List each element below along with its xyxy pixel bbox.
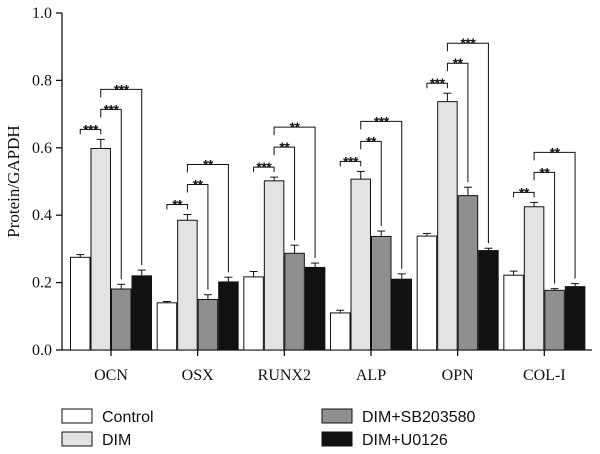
y-tick-label: 0.8: [32, 72, 52, 89]
significance-bracket: [186, 164, 229, 273]
bar: [243, 276, 264, 351]
significance-label: ***: [430, 75, 446, 91]
x-tick-label: OSX: [182, 367, 214, 384]
bar: [197, 298, 219, 351]
significance-label: ***: [256, 159, 272, 175]
bar: [350, 178, 371, 351]
y-tick-label: 1.0: [32, 5, 52, 22]
significance-label: ***: [114, 81, 130, 97]
significance-bracket: [100, 88, 143, 266]
significance-label: **: [279, 139, 290, 155]
significance-label: ***: [343, 153, 359, 169]
significance-bracket: [446, 42, 489, 244]
significance-bracket: [426, 82, 448, 89]
significance-label: **: [203, 157, 214, 173]
legend-swatch: [321, 431, 353, 447]
bar: [544, 289, 565, 351]
significance-label: **: [539, 164, 550, 180]
bar: [111, 288, 132, 351]
legend-label: Control: [102, 409, 154, 426]
bar: [478, 250, 499, 351]
bar: [371, 235, 392, 351]
legend-swatch: [61, 431, 93, 447]
x-tick-label: RUNX2: [258, 367, 311, 384]
bar: [70, 256, 91, 351]
x-tick-label: COL-I: [523, 367, 566, 384]
y-axis: 0.0 0.2 0.4 0.6 0.8 1.0: [32, 5, 63, 359]
significance-bracket: [513, 191, 535, 198]
significance-bracket: [273, 126, 316, 259]
significance-bracket: [339, 160, 362, 167]
bar: [131, 275, 152, 351]
significance-bracket: [360, 140, 382, 227]
significance-label: **: [290, 119, 301, 135]
bar: [284, 252, 305, 351]
y-tick-label: 0.4: [32, 207, 52, 224]
bar: [177, 219, 198, 351]
legend-swatch: [321, 408, 353, 424]
bar: [330, 312, 351, 351]
bar: [218, 281, 239, 351]
significance-bracket: [79, 128, 102, 135]
significance-label: **: [519, 184, 530, 200]
bar: [503, 274, 524, 351]
bar: [263, 180, 285, 351]
y-axis-title: Protein/GAPDH: [4, 125, 23, 237]
significance-label: ***: [104, 101, 120, 117]
legend: Control DIM DIM+SB203580 DIM+U0126: [61, 408, 476, 449]
legend-label: DIM: [102, 432, 131, 449]
x-tick-label: OPN: [442, 367, 474, 384]
significance-label: **: [550, 144, 561, 160]
significance-brackets: *************** *************************…: [79, 35, 576, 290]
significance-bracket: [533, 171, 556, 284]
bar: [304, 266, 326, 351]
significance-label: **: [193, 177, 204, 193]
significance-label: **: [172, 197, 183, 213]
bar: [391, 278, 412, 351]
x-tick-label: ALP: [356, 367, 386, 384]
significance-label: **: [453, 55, 464, 71]
y-tick-label: 0.6: [32, 140, 52, 157]
significance-bracket: [166, 204, 188, 210]
significance-label: ***: [460, 35, 476, 51]
legend-swatch: [61, 408, 93, 424]
bar: [564, 286, 586, 351]
bar: [523, 206, 545, 351]
x-tick-label: OCN: [94, 367, 128, 384]
significance-bracket: [100, 108, 122, 280]
significance-bracket: [446, 62, 469, 183]
bar: [457, 195, 479, 351]
x-axis: OCN OSX RUNX2 ALP OPN COL-I: [62, 349, 592, 384]
significance-label: ***: [83, 121, 99, 137]
legend-label: DIM+U0126: [362, 432, 448, 449]
bar: [156, 302, 178, 351]
y-tick-label: 0.0: [32, 342, 52, 359]
bar: [416, 235, 438, 351]
significance-label: **: [366, 133, 377, 149]
significance-bracket: [186, 184, 209, 290]
significance-label: ***: [374, 113, 390, 129]
significance-bracket: [273, 146, 296, 241]
significance-bracket: [533, 151, 576, 279]
bar: [437, 101, 458, 351]
significance-bracket: [360, 120, 403, 269]
significance-bracket: [253, 166, 275, 173]
legend-label: DIM+SB203580: [362, 409, 476, 426]
y-tick-label: 0.2: [32, 275, 52, 292]
bar-groups: [70, 92, 586, 351]
bar: [90, 147, 111, 351]
